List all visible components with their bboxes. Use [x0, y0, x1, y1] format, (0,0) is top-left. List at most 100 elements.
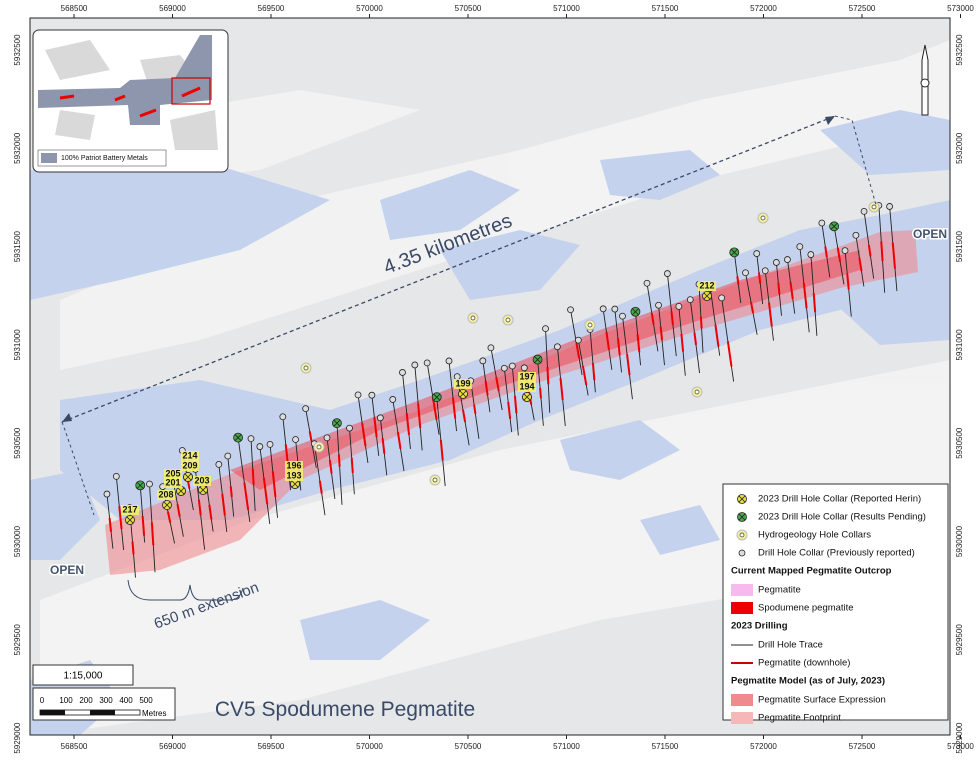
collar-hydro-dot — [303, 365, 309, 371]
collar-previous — [860, 207, 868, 215]
collar-cross — [126, 516, 134, 524]
distance-line — [61, 115, 836, 423]
collar-previous — [886, 203, 894, 210]
collar-cross — [163, 501, 171, 509]
collar-previous — [841, 247, 849, 254]
pegmatite-downhole — [836, 247, 842, 262]
pegmatite-downhole — [461, 409, 467, 423]
collar-previous — [542, 325, 549, 333]
collar-previous — [399, 369, 406, 376]
pegmatite-downhole — [229, 486, 233, 497]
pegmatite-downhole — [431, 396, 438, 420]
pegmatite-downhole — [858, 257, 863, 272]
collar-previous — [738, 549, 746, 557]
pegmatite-downhole — [714, 324, 720, 347]
y-coord-label-left: 5929500 — [13, 624, 22, 656]
pegmatite-downhole — [308, 431, 313, 441]
pegmatite-downhole — [699, 316, 703, 329]
scale-tick-label: 300 — [99, 696, 113, 705]
collar-previous — [611, 305, 619, 313]
coordinates: 568500 568500 569000 569000 569500 569500 5700… — [13, 4, 974, 754]
collar-hydro-dot — [505, 317, 511, 323]
hole-label: 201 — [165, 477, 180, 487]
collar-previous — [103, 490, 111, 498]
collar-previous — [686, 296, 694, 304]
collar-previous — [279, 413, 287, 421]
pegmatite-downhole — [693, 332, 697, 346]
collar-cross — [632, 308, 639, 316]
collar-previous — [567, 306, 574, 314]
hole-label-bg — [121, 505, 139, 515]
pegmatite-downhole — [141, 515, 146, 536]
hole-label: 212 — [699, 280, 714, 290]
collar-cross — [730, 249, 738, 256]
hole-label-bg — [164, 469, 182, 479]
collar-cross — [136, 482, 144, 489]
pegmatite-surface-expression — [230, 250, 860, 490]
collar-cross — [523, 393, 531, 401]
pegmatite-downhole — [439, 439, 444, 461]
collar-hydro-dot — [316, 444, 322, 450]
legend-swatch — [731, 712, 753, 724]
legend-label: 2023 Drill Hole Collar (Results Pending) — [758, 512, 926, 523]
collar-cross — [199, 486, 207, 494]
pegmatite-downhole — [670, 311, 674, 325]
legend-header: 2023 Drilling — [731, 621, 788, 632]
pegmatite-downhole — [636, 334, 641, 353]
pegmatite-downhole — [777, 282, 781, 295]
hole-label-bg — [157, 490, 175, 500]
collar-previous — [852, 231, 860, 239]
hole-label: 203 — [194, 475, 209, 485]
x-coord-label-top: 572000 — [750, 4, 777, 13]
pegmatite-downhole — [650, 312, 655, 325]
hole-label: 196 — [286, 460, 301, 470]
y-coord-label-right: 5931000 — [955, 329, 964, 361]
pegmatite-downhole — [802, 282, 808, 309]
collar-previous — [599, 305, 607, 313]
pegmatite-downhole — [118, 506, 123, 529]
pegmatite-downhole — [726, 341, 733, 367]
collar-previous — [389, 396, 397, 403]
collar-previous — [508, 362, 516, 370]
scale-unit: Metres — [142, 709, 166, 718]
collar-previous — [292, 436, 299, 443]
collar-previous — [346, 424, 353, 432]
collar-hydro-dot — [694, 389, 700, 395]
pegmatite-downhole — [108, 517, 113, 532]
collar-previous — [354, 391, 362, 399]
collar-previous — [574, 336, 582, 344]
pegmatite-downhole — [361, 423, 367, 447]
y-coord-label-left: 5930000 — [13, 525, 22, 557]
drill-trace — [503, 368, 513, 433]
legend-label: Pegmatite (downhole) — [758, 658, 850, 669]
collar-cross — [738, 513, 746, 521]
x-coord-label-bottom: 569500 — [258, 742, 285, 751]
legend-label: 2023 Drill Hole Collar (Reported Herin) — [758, 494, 921, 505]
x-coord-label-top: 572500 — [849, 4, 876, 13]
pegmatite-downhole — [381, 438, 386, 454]
y-coord-label-right: 5930500 — [955, 427, 964, 459]
collar-hydro-dot — [587, 322, 593, 328]
pegmatite-downhole — [591, 362, 596, 381]
map-body: 4.35 kilometres 650 m extension OPEN OPE… — [30, 18, 950, 735]
collar-previous — [663, 270, 671, 277]
hole-label: 208 — [158, 489, 173, 499]
open-east-label: OPEN — [913, 227, 947, 241]
y-coord-label-left: 5930500 — [13, 427, 22, 459]
collar-hydro-dot — [432, 477, 438, 483]
legend-label: Pegmatite Surface Expression — [758, 695, 886, 706]
scale-ticks: 0 100 200 300 400 500 — [40, 696, 153, 705]
x-coord-label-bottom: 568500 — [61, 742, 88, 751]
x-coord-label-bottom: 569000 — [159, 742, 186, 751]
legend-label: Spodumene pegmatite — [758, 603, 854, 614]
x-coord-label-bottom: 572500 — [849, 742, 876, 751]
scale-box: 1:15,000 0 100 200 300 400 500 Metres — [32, 664, 176, 721]
hole-label-bg — [285, 461, 303, 471]
pegmatite-downhole — [373, 417, 378, 438]
pegmatite-downhole — [337, 454, 341, 467]
legend-label: Drill Hole Trace — [758, 640, 823, 651]
collar-previous — [445, 357, 453, 365]
pegmatite-downhole — [197, 499, 202, 516]
pegmatite-downhole — [736, 276, 740, 285]
